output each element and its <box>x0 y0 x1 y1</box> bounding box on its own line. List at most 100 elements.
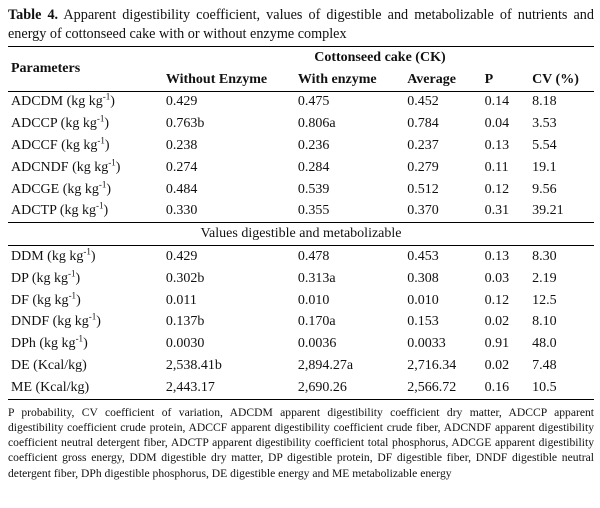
cell-without-enzyme: 0.0030 <box>165 336 205 352</box>
cell-with-enzyme: 2,894.27a <box>297 358 354 374</box>
cell-average: 0.452 <box>407 94 439 110</box>
row-parameter: DF (kg kg-1) <box>11 290 81 308</box>
header-row-group: Parameters Cottonseed cake (CK) <box>8 45 594 92</box>
cell-p: 0.13 <box>484 138 510 154</box>
cell-cv: 3.53 <box>532 116 557 132</box>
row-parameter: ADCCF (kg kg-1) <box>11 135 110 154</box>
cell-p: 0.16 <box>484 376 533 400</box>
section-values-header: Values digestible and metabolizable <box>8 222 594 246</box>
table-row: ADCCF (kg kg-1) 0.238 0.236 0.237 0.13 5.54 <box>8 135 594 157</box>
table-row: ME (Kcal/kg) 2,443.17 2,690.26 2,566.72 0.16… <box>8 376 594 400</box>
table-row: ADCDM (kg kg-1) 0.429 0.475 0.452 0.14 8.18 <box>8 91 594 113</box>
row-parameter: ME (Kcal/kg) <box>8 376 166 400</box>
table-row: DNDF (kg kg-1) 0.137b 0.170a 0.153 0.02 8.10 <box>8 312 594 334</box>
cell-cv: 48.0 <box>532 336 557 352</box>
cell-cv: 19.1 <box>532 159 557 175</box>
cell-cv: 8.10 <box>532 314 557 330</box>
cell-cv: 7.48 <box>532 358 557 374</box>
cell-p: 0.14 <box>484 94 510 110</box>
cell-with-enzyme: 0.236 <box>297 138 330 154</box>
cell-average: 0.512 <box>407 181 439 197</box>
cell-with-enzyme: 2,690.26 <box>297 376 408 400</box>
row-parameter: DE (Kcal/kg) <box>11 358 87 374</box>
cell-p: 0.12 <box>484 181 510 197</box>
cell-without-enzyme: 0.302b <box>165 270 205 286</box>
cell-without-enzyme: 0.238 <box>165 138 198 154</box>
row-parameter: ADCGE (kg kg-1) <box>11 179 112 197</box>
row-parameter: DPh (kg kg-1) <box>11 333 88 352</box>
table-row: ADCTP (kg kg-1) 0.330 0.355 0.370 0.31 39.21 <box>8 201 594 223</box>
cell-p: 0.31 <box>484 203 510 219</box>
cell-with-enzyme: 0.313a <box>297 270 336 286</box>
section-digestibility: ADCDM (kg kg-1) 0.429 0.475 0.452 0.14 8.18 AD… <box>8 91 594 223</box>
row-parameter: ADCDM (kg kg-1) <box>11 91 115 110</box>
row-parameter: DNDF (kg kg-1) <box>11 311 101 330</box>
cell-with-enzyme: 0.170a <box>297 314 336 330</box>
cell-average: 0.0033 <box>407 336 446 352</box>
cell-p: 0.13 <box>484 245 533 268</box>
cell-average: 0.453 <box>407 245 485 268</box>
cell-without-enzyme: 0.763b <box>165 116 205 132</box>
cell-without-enzyme: 0.484 <box>165 181 198 197</box>
cell-with-enzyme: 0.539 <box>297 181 330 197</box>
cell-average: 0.370 <box>407 203 439 219</box>
header-with-enzyme: With enzyme <box>297 68 408 92</box>
cell-average: 0.010 <box>407 292 439 308</box>
cell-cv: 8.18 <box>532 94 557 110</box>
cell-cv: 2.19 <box>532 270 557 286</box>
cell-cv: 9.56 <box>532 181 557 197</box>
table-footnote: P probability, CV coefficient of variati… <box>8 405 594 480</box>
header-p: P <box>484 68 533 92</box>
table-container: Table 4. Apparent digestibility coeffici… <box>8 0 594 481</box>
row-parameter: ADCNDF (kg kg-1) <box>11 157 121 175</box>
cell-without-enzyme: 0.011 <box>165 292 197 308</box>
cell-average: 0.279 <box>407 159 439 175</box>
header-average: Average <box>407 68 485 92</box>
cell-cv: 10.5 <box>532 376 594 400</box>
cell-with-enzyme: 0.284 <box>297 159 330 175</box>
cell-cv: 12.5 <box>532 292 557 308</box>
section-values: DDM (kg kg-1) 0.429 0.478 0.453 0.13 8.30 DP (… <box>8 245 594 400</box>
cell-with-enzyme: 0.478 <box>297 245 408 268</box>
cell-without-enzyme: 2,443.17 <box>165 376 298 400</box>
cell-without-enzyme: 2,538.41b <box>165 358 222 374</box>
table-row: ADCCP (kg kg-1) 0.763b 0.806a 0.784 0.04 3.53 <box>8 113 594 135</box>
cell-cv: 39.21 <box>532 203 564 219</box>
cell-without-enzyme: 0.274 <box>165 159 198 175</box>
cell-with-enzyme: 0.0036 <box>297 336 337 352</box>
cell-average: 0.308 <box>407 270 439 286</box>
cell-p: 0.03 <box>484 270 510 286</box>
table-row: DP (kg kg-1) 0.302b 0.313a 0.308 0.03 2.19 <box>8 268 594 290</box>
cell-cv: 5.54 <box>532 138 557 154</box>
cell-average: 0.153 <box>407 314 439 330</box>
table-row: DF (kg kg-1) 0.011 0.010 0.010 0.12 12.5 <box>8 290 594 312</box>
cell-average: 0.237 <box>407 138 439 154</box>
section-title-row: Values digestible and metabolizable <box>8 222 594 246</box>
cell-average: 2,566.72 <box>407 376 485 400</box>
cell-p: 0.11 <box>484 159 509 175</box>
table-row: ADCNDF (kg kg-1) 0.274 0.284 0.279 0.11 19.1 <box>8 157 594 179</box>
cell-p: 0.02 <box>484 358 510 374</box>
header-parameters: Parameters <box>8 46 166 92</box>
table-row: DPh (kg kg-1) 0.0030 0.0036 0.0033 0.91 48.0 <box>8 333 594 355</box>
cell-without-enzyme: 0.330 <box>165 203 198 219</box>
row-parameter: DDM (kg kg-1) <box>8 245 166 268</box>
section-title: Values digestible and metabolizable <box>8 222 594 246</box>
cell-average: 2,716.34 <box>407 358 457 374</box>
table-label: Table 4. <box>8 7 59 23</box>
table-caption: Table 4. Apparent digestibility coeffici… <box>8 6 594 44</box>
cell-cv: 8.30 <box>532 245 594 268</box>
row-parameter: ADCCP (kg kg-1) <box>11 113 109 132</box>
table-row: ADCGE (kg kg-1) 0.484 0.539 0.512 0.12 9.56 <box>8 179 594 201</box>
row-parameter: ADCTP (kg kg-1) <box>11 200 109 219</box>
cell-p: 0.91 <box>484 336 510 352</box>
cell-average: 0.784 <box>407 116 439 132</box>
header-cv: CV (%) <box>532 68 594 92</box>
table-row: DE (Kcal/kg) 2,538.41b 2,894.27a 2,716.34 0.… <box>8 355 594 377</box>
cell-without-enzyme: 0.429 <box>165 94 198 110</box>
cell-without-enzyme: 0.429 <box>165 245 298 268</box>
header-row-columns: Without Enzyme With enzyme Average P CV … <box>8 68 594 92</box>
table-row: DDM (kg kg-1) 0.429 0.478 0.453 0.13 8.30 <box>8 245 594 268</box>
cell-with-enzyme: 0.355 <box>297 203 330 219</box>
cell-with-enzyme: 0.010 <box>297 292 330 308</box>
